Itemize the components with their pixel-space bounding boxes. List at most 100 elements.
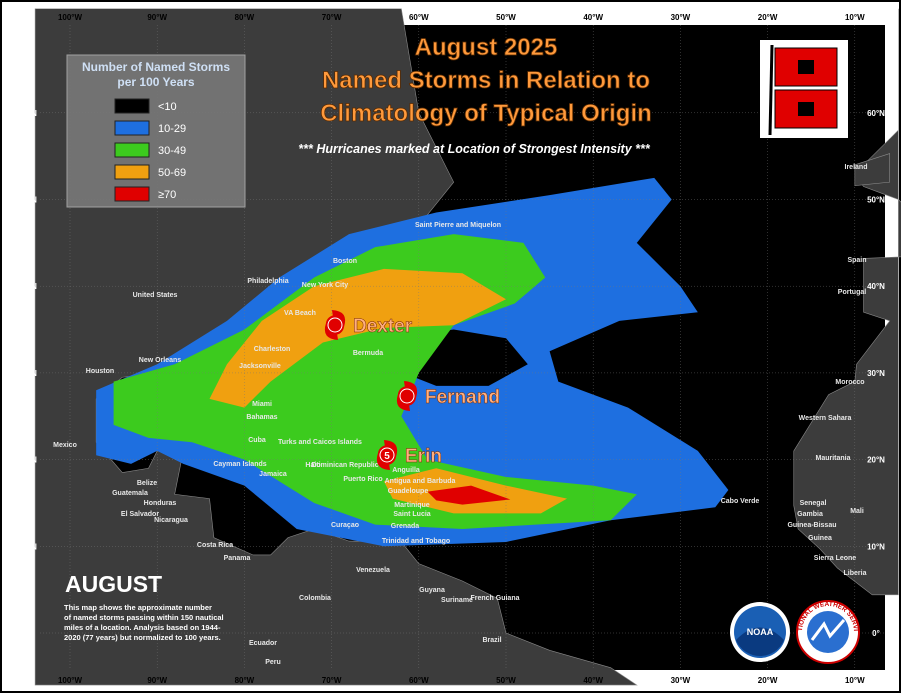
place-label: Belize [137, 480, 157, 487]
longitude-label-top: 60°W [409, 13, 429, 22]
place-label: New Orleans [139, 357, 182, 364]
storm-name: Erin [405, 446, 442, 467]
place-label: Guinea [808, 535, 832, 542]
latitude-label-right: 20°N [867, 456, 885, 465]
place-label: Senegal [800, 500, 827, 507]
title-line: Named Storms in Relation to [322, 67, 650, 94]
longitude-label-top: 70°W [322, 13, 342, 22]
labels: 100°W 100°W 90°W 90°W 80°W 80°W 70°W 70°W 60°W 60… [19, 13, 885, 685]
hurricane-flag [760, 40, 848, 138]
longitude-label-bottom: 80°W [235, 676, 255, 685]
place-label: Nicaragua [154, 517, 188, 524]
storm-name: Fernand [425, 387, 500, 408]
flag-top-square [798, 60, 814, 74]
place-label: Antigua and Barbuda [385, 478, 456, 485]
description-line: 2020 (77 years) but normalized to 100 ye… [64, 633, 221, 642]
place-label: United States [133, 292, 178, 299]
place-label: Curaçao [331, 522, 359, 529]
place-label: Costa Rica [197, 542, 233, 549]
place-label: Jamaica [259, 471, 287, 478]
latitude-label-right: 0° [872, 629, 880, 638]
latitude-label-left: 50°N [19, 196, 37, 205]
place-label: Gambia [797, 511, 823, 518]
longitude-label-bottom: 90°W [147, 676, 167, 685]
storm-category: 5 [384, 451, 390, 462]
title-line: August 2025 [415, 34, 558, 61]
legend-title: per 100 Years [117, 75, 195, 89]
place-label: VA Beach [284, 310, 316, 317]
place-label: Guadeloupe [388, 488, 429, 495]
storm-marker: Fernand [396, 381, 500, 411]
legend-swatch [114, 120, 150, 136]
place-label: Suriname [441, 597, 473, 604]
place-label: Jacksonville [239, 363, 281, 370]
zone-30-49 [113, 234, 637, 529]
place-label: Mali [850, 508, 864, 515]
longitude-label-bottom: 30°W [671, 676, 691, 685]
longitude-label-top: 100°W [58, 13, 83, 22]
legend-swatch [114, 142, 150, 158]
europe-africa [793, 8, 901, 596]
storm-eye [327, 317, 343, 333]
place-label: Puerto Rico [343, 476, 382, 483]
place-label: Miami [252, 401, 272, 408]
place-label: Cayman Islands [213, 461, 266, 468]
place-label: Western Sahara [799, 415, 852, 422]
legend-label: ≥70 [158, 189, 176, 201]
place-label: Guyana [419, 587, 445, 594]
latitude-label-left: 20°N [19, 456, 37, 465]
legend-swatch [114, 98, 150, 114]
latitude-label-left: 40°N [19, 282, 37, 291]
place-label: Charleston [254, 346, 291, 353]
legend-swatch [114, 186, 150, 202]
longitude-label-bottom: 50°W [496, 676, 516, 685]
latitude-label-left: 0° [24, 629, 32, 638]
place-label: Morocco [835, 379, 864, 386]
longitude-label-top: 20°W [758, 13, 778, 22]
longitude-label-bottom: 20°W [758, 676, 778, 685]
longitude-label-top: 10°W [845, 13, 865, 22]
latitude-label-right: 10°N [867, 542, 885, 551]
description-line: This map shows the approximate number [64, 603, 212, 612]
place-label: Peru [265, 659, 281, 666]
latitude-label-left: 60°N [19, 109, 37, 118]
place-label: Guinea-Bissau [787, 522, 836, 529]
place-label: Trinidad and Tobago [382, 538, 450, 545]
place-label: Brazil [482, 637, 501, 644]
place-label: Panama [224, 555, 251, 562]
place-label: Turks and Caicos Islands [278, 439, 362, 446]
noaa-logo: NOAA [730, 602, 790, 662]
place-label: Guatemala [112, 490, 148, 497]
storm-eye [399, 388, 415, 404]
longitude-label-bottom: 70°W [322, 676, 342, 685]
place-label: Houston [86, 368, 114, 375]
storm-marker: Dexter [324, 310, 413, 340]
legend-box [66, 54, 246, 208]
longitude-label-top: 40°W [583, 13, 603, 22]
place-label: Anguilla [392, 467, 420, 474]
flag-pole [768, 44, 774, 136]
place-label: Saint Lucia [393, 511, 430, 518]
nws-bolt [810, 619, 846, 641]
legend-label: 30-49 [158, 145, 186, 157]
longitude-label-bottom: 100°W [58, 676, 83, 685]
longitude-label-bottom: 60°W [409, 676, 429, 685]
place-label: Mauritania [815, 455, 850, 462]
place-label: Dominican Republic [311, 462, 378, 469]
storm-name: Dexter [353, 316, 413, 337]
place-label: Ireland [845, 164, 868, 171]
zone-50-69-north [209, 268, 506, 408]
legend-title: Number of Named Storms [82, 60, 230, 74]
latitude-label-right: 50°N [867, 196, 885, 205]
place-label: Cabo Verde [721, 498, 760, 505]
storm-marker: 5 Erin [376, 440, 442, 470]
longitude-label-top: 30°W [671, 13, 691, 22]
longitude-label-top: 90°W [147, 13, 167, 22]
place-label: Boston [333, 258, 357, 265]
place-label: Ecuador [249, 640, 277, 647]
latitude-label-right: 60°N [867, 109, 885, 118]
place-label: Cuba [248, 437, 266, 444]
place-label: Mexico [53, 442, 77, 449]
longitude-label-top: 50°W [496, 13, 516, 22]
